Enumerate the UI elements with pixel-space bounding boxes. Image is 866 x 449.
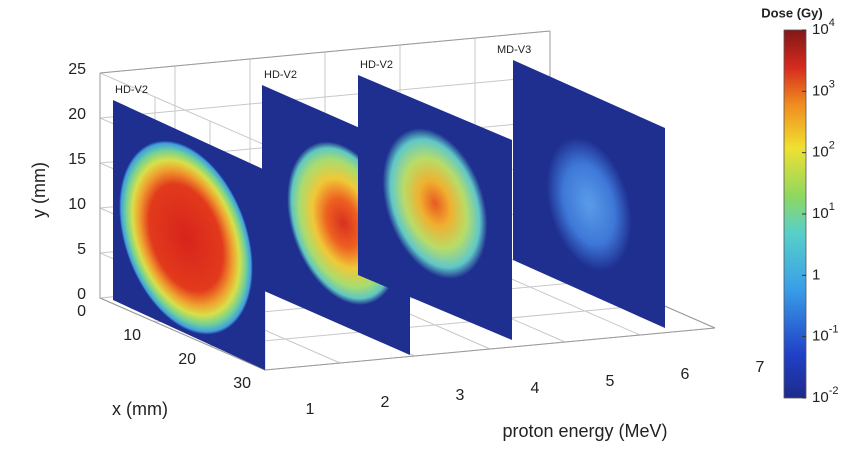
colorbar-tick-label: 103 (812, 78, 835, 99)
grid-line (209, 303, 661, 347)
y-tick-label: 20 (68, 106, 86, 123)
y-tick-label: 25 (68, 61, 86, 78)
axis-edge (99, 297, 266, 371)
z-tick-label: 6 (681, 366, 690, 383)
dose-spot (382, 128, 488, 279)
x-tick-label: 10 (123, 327, 141, 344)
z-tick-label: 7 (756, 359, 765, 376)
z-tick-label: 1 (306, 401, 315, 418)
labels: 0 5 10 15 20 25 0 10 20 30 1 2 3 4 5 6 7 HD-V2 HD-V2 HD-V2 M… (68, 44, 764, 418)
y-tick-label: 15 (68, 151, 86, 168)
z-tick-label: 2 (381, 394, 390, 411)
panel-label: HD-V2 (360, 59, 393, 71)
panel-label: HD-V2 (115, 84, 148, 96)
y-tick-label: 0 (77, 286, 86, 303)
colorbar-tick-label: 102 (812, 140, 835, 161)
colorbar-title: Dose (Gy) (761, 5, 822, 20)
dose-spot (119, 140, 253, 335)
z-tick-label: 5 (606, 373, 615, 390)
y-tick-label: 10 (68, 196, 86, 213)
panels (113, 60, 665, 370)
panel-label: HD-V2 (264, 69, 297, 81)
axis-edge (99, 30, 551, 74)
y-axis-label: y (mm) (29, 162, 49, 218)
colorbar-tick-label: 104 (812, 17, 835, 38)
grid-line (99, 72, 266, 146)
colorbar-tick-label: 101 (812, 201, 835, 222)
colorbar-tick-label: 10-2 (812, 385, 838, 406)
dose-map (113, 100, 265, 370)
dose-map (513, 60, 665, 329)
dose-spot (546, 137, 632, 271)
z-tick-label: 4 (531, 380, 540, 397)
dose-map (358, 75, 512, 341)
colorbar-tick-label: 10-1 (812, 324, 838, 345)
x-tick-label: 30 (233, 375, 251, 392)
z-tick-label: 3 (456, 387, 465, 404)
axis-edge (264, 327, 716, 371)
x-tick-label: 0 (77, 303, 86, 320)
x-tick-label: 20 (178, 351, 196, 368)
x-axis-label: x (mm) (112, 399, 168, 419)
panel-label: MD-V3 (497, 44, 531, 56)
y-tick-label: 5 (77, 241, 86, 258)
colorbar-tick-label: 1 (812, 266, 820, 283)
z-axis-label: proton energy (MeV) (502, 421, 667, 441)
